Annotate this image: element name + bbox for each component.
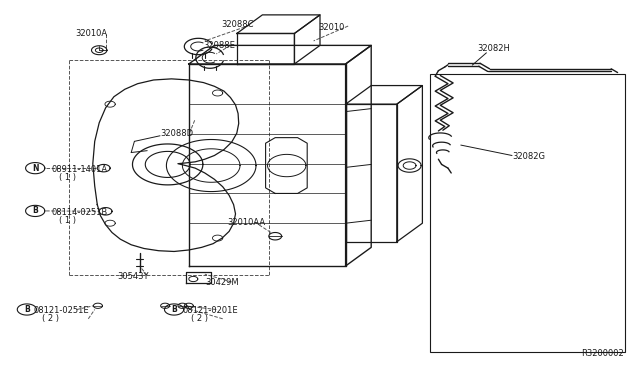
Text: 32088D: 32088D [160,129,193,138]
Text: 32088C: 32088C [221,20,253,29]
Text: ( 2 ): ( 2 ) [191,314,208,323]
Text: B: B [172,305,177,314]
Text: 08121-0251E: 08121-0251E [33,306,89,315]
Text: 30429M: 30429M [205,278,239,287]
Text: 30543Y: 30543Y [117,272,148,280]
Text: 08911-1401A: 08911-1401A [51,165,108,174]
Text: 32010AA: 32010AA [227,218,266,227]
Text: 32082G: 32082G [512,152,545,161]
Text: 32088E: 32088E [204,41,236,50]
Text: 08114-0251B: 08114-0251B [51,208,108,217]
Text: B: B [24,305,29,314]
Text: N: N [32,164,38,173]
Text: 32082H: 32082H [477,44,509,53]
Text: 32010A: 32010A [76,29,108,38]
Text: ( 1 ): ( 1 ) [59,173,76,182]
Text: 08121-0201E: 08121-0201E [182,306,238,315]
Text: ( 1 ): ( 1 ) [59,216,76,225]
Text: R3200002: R3200002 [581,349,624,358]
Text: ( 2 ): ( 2 ) [42,314,59,323]
Text: B: B [33,206,38,215]
Text: 32010: 32010 [319,23,345,32]
Bar [430,74,625,352]
